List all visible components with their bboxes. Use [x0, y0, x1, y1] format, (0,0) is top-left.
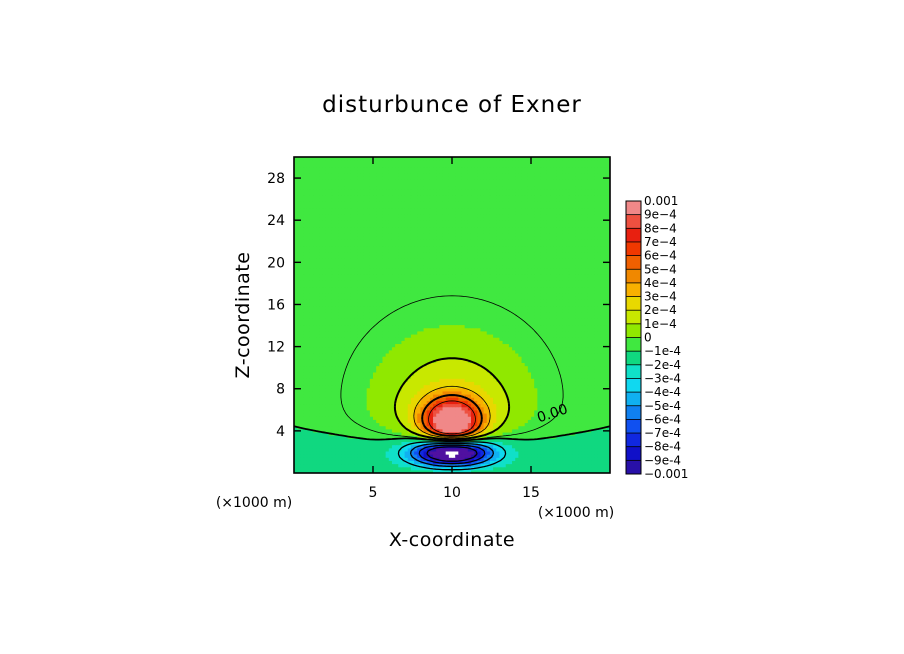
y-axis-label: Z-coordinate: [232, 252, 254, 379]
y-tick-label: 24: [267, 213, 285, 229]
y-tick-label: 16: [267, 297, 285, 313]
colorbar-swatch: [626, 214, 641, 229]
contour-line: [421, 394, 483, 437]
contour-line: [393, 357, 511, 441]
colorbar-label: 0: [644, 331, 652, 345]
colorbar-label: −4e-4: [644, 385, 681, 399]
colorbar-swatch: [626, 310, 641, 325]
colorbar-swatch: [626, 337, 641, 352]
colorbar-label: −7e-4: [644, 426, 681, 440]
colorbar-swatch: [626, 460, 641, 475]
y-tick-label: 8: [276, 382, 285, 398]
colorbar-swatch: [626, 378, 641, 393]
colorbar-label: 2e−4: [644, 303, 677, 317]
colorbar-label: 1e−4: [644, 317, 677, 331]
colorbar-swatch: [626, 255, 641, 270]
colorbar-label: −0.001: [644, 467, 688, 481]
contour-line: [428, 400, 476, 435]
colorbar-swatch: [626, 323, 641, 338]
colorbar-label: −2e-4: [644, 358, 681, 372]
contour-fill: [294, 157, 610, 473]
contour-line: [426, 446, 478, 462]
colorbar-swatch: [626, 446, 641, 461]
colorbar-swatch: [626, 296, 641, 311]
colorbar-swatch: [626, 405, 641, 420]
colorbar-label: −8e-4: [644, 440, 681, 454]
y-tick-label: 28: [267, 171, 285, 187]
colorbar-label: 8e−4: [644, 221, 677, 235]
colorbar-swatch: [626, 269, 641, 284]
colorbar-swatch: [626, 282, 641, 297]
x-unit-right: (×1000 m): [538, 505, 614, 521]
x-unit-left: (×1000 m): [216, 495, 292, 511]
y-axis-ticks: 4 8 12 16 20 24 28: [267, 171, 610, 440]
colorbar-swatch: [626, 351, 641, 366]
colorbar-label: −5e-4: [644, 399, 681, 413]
y-tick-label: 4: [276, 424, 285, 440]
x-axis-ticks: 5 10 15: [369, 157, 540, 501]
colorbar-label: −6e-4: [644, 412, 681, 426]
chart-title: disturbunce of Exner: [322, 92, 582, 118]
y-tick-label: 12: [267, 340, 285, 356]
colorbar-label: 7e−4: [644, 235, 677, 249]
y-tick-label: 20: [267, 255, 285, 271]
colorbar-swatch: [626, 241, 641, 256]
colorbar-label: −9e-4: [644, 453, 681, 467]
contour-line: [413, 385, 491, 438]
contour-lines: [294, 295, 610, 471]
colorbar-swatch: [626, 392, 641, 407]
contour-line: [294, 425, 610, 442]
colorbar-label: 0.001: [644, 194, 678, 208]
colorbar-label: 3e−4: [644, 290, 677, 304]
colorbar-label: −1e-4: [644, 344, 681, 358]
x-tick-label: 15: [522, 485, 540, 501]
colorbar-swatch: [626, 364, 641, 379]
colorbar-swatch: [626, 419, 641, 434]
x-axis-label: X-coordinate: [389, 529, 515, 551]
contour-line: [397, 441, 507, 471]
colorbar-label: −3e-4: [644, 371, 681, 385]
colorbar-swatch: [626, 201, 641, 215]
colorbar-swatch: [626, 228, 641, 243]
contour-line: [418, 444, 486, 465]
colorbar-swatch: [626, 433, 641, 447]
colorbar-label: 9e−4: [644, 208, 677, 222]
colorbar-label: 5e−4: [644, 262, 677, 276]
colorbar-label: 6e−4: [644, 249, 677, 263]
x-tick-label: 10: [443, 485, 461, 501]
x-tick-label: 5: [369, 485, 378, 501]
colorbar-label: 4e−4: [644, 276, 677, 290]
colorbar: 0.0019e−48e−47e−46e−45e−44e−43e−42e−41e−…: [625, 194, 688, 481]
contour-line: [409, 442, 495, 468]
